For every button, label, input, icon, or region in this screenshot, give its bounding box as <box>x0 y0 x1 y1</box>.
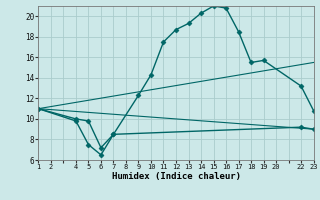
X-axis label: Humidex (Indice chaleur): Humidex (Indice chaleur) <box>111 172 241 181</box>
